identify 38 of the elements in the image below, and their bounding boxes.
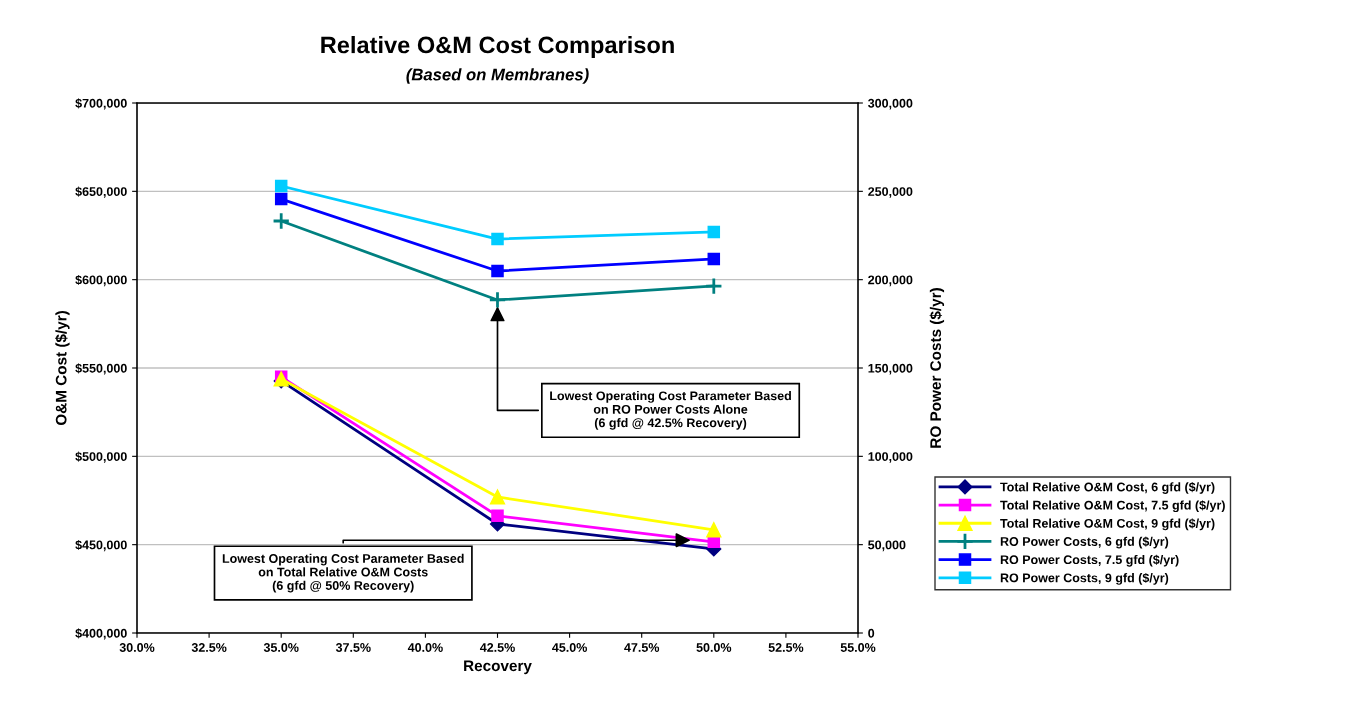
x-tick-label: 32.5% xyxy=(191,643,227,652)
y-axis-title: O&M Cost ($/yr) xyxy=(55,311,70,426)
legend-label: RO Power Costs, 7.5 gfd ($/yr) xyxy=(1000,554,1179,567)
y2-tick-label: 250,000 xyxy=(868,187,913,198)
x-axis-title: Recovery xyxy=(464,660,532,675)
y-tick-label: $550,000 xyxy=(75,363,127,375)
legend-label: Total Relative O&M Cost, 6 gfd ($/yr) xyxy=(1000,482,1215,494)
y-tick-label: $700,000 xyxy=(75,98,127,110)
chart-subtitle: (Based on Membranes) xyxy=(406,68,589,84)
y2-tick-label: 200,000 xyxy=(868,275,913,287)
x-tick-label: 30.0% xyxy=(119,643,155,652)
y-tick-label: $650,000 xyxy=(75,186,127,198)
x-tick-label: 42.5% xyxy=(479,643,515,652)
y2-tick-label: 100,000 xyxy=(868,452,913,463)
x-tick-label: 55.0% xyxy=(840,643,876,652)
legend-label: Total Relative O&M Cost, 9 gfd ($/yr) xyxy=(1000,518,1215,531)
chart-title: Relative O&M Cost Comparison xyxy=(321,36,674,58)
legend-label: RO Power Costs, 9 gfd ($/yr) xyxy=(1000,572,1169,585)
y-tick-label: $450,000 xyxy=(75,539,127,552)
y2-axis-title: RO Power Costs ($/yr) xyxy=(929,288,945,448)
y-tick-label: $500,000 xyxy=(75,451,127,463)
x-tick-label: 45.0% xyxy=(552,643,587,652)
x-tick-label: 52.5% xyxy=(768,643,804,652)
y2-tick-label: 150,000 xyxy=(868,363,913,375)
legend-label: RO Power Costs, 6 gfd ($/yr) xyxy=(1000,536,1169,549)
x-tick-label: 35.0% xyxy=(263,643,299,652)
x-tick-label: 50.0% xyxy=(696,643,732,652)
y2-tick-label: 0 xyxy=(868,628,875,638)
y2-tick-label: 50,000 xyxy=(868,540,906,552)
annotation: Lowest Operating Cost Parameter Based on RO Power Costs Alone (6 gfd @ 42.5% Recovery) xyxy=(550,391,791,430)
x-tick-label: 40.0% xyxy=(407,643,443,652)
x-tick-label: 47.5% xyxy=(624,643,660,652)
legend-label: Total Relative O&M Cost, 7.5 gfd ($/yr) xyxy=(1000,500,1225,513)
y-tick-label: $400,000 xyxy=(75,628,127,640)
y-tick-label: $600,000 xyxy=(75,274,127,287)
x-tick-label: 37.5% xyxy=(335,643,371,652)
annotation: Lowest Operating Cost Parameter Based on Total Relative O&M Costs (6 gfd @ 50% Recovery) xyxy=(222,553,464,593)
y2-tick-label: 300,000 xyxy=(868,98,913,110)
